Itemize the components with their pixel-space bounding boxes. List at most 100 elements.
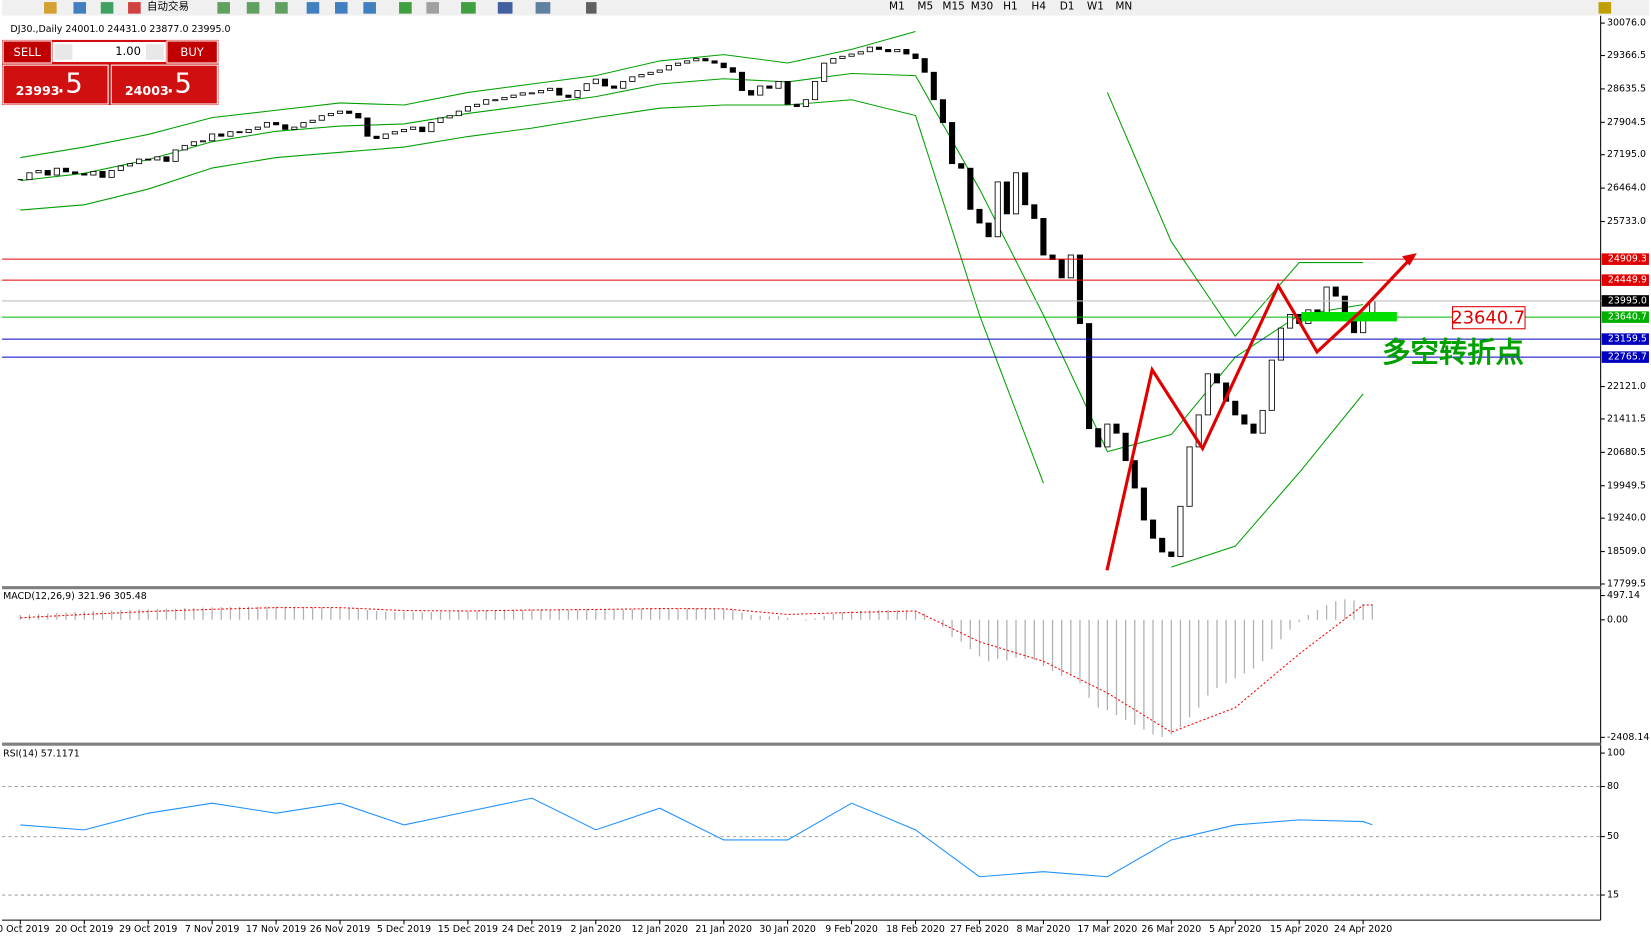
- candle: [775, 80, 782, 89]
- icon[interactable]: [334, 2, 348, 14]
- candle: [857, 51, 864, 55]
- sell-price[interactable]: 23993: [16, 83, 60, 98]
- icon[interactable]: [306, 2, 320, 14]
- icon[interactable]: [1598, 2, 1612, 14]
- timeframe[interactable]: M1: [889, 0, 905, 12]
- candle: [629, 76, 636, 82]
- chart-bg: [2, 15, 1649, 939]
- candle: [601, 78, 608, 87]
- buy-label[interactable]: BUY: [180, 45, 204, 59]
- timeframe[interactable]: MN: [1115, 0, 1132, 12]
- lot-input[interactable]: [52, 42, 166, 62]
- icon[interactable]: [586, 2, 597, 14]
- x-tick-label: 24 Dec 2019: [502, 924, 562, 935]
- buy-price-frac[interactable]: .5: [166, 69, 192, 100]
- y-tick-label: 19949.5: [1607, 480, 1646, 491]
- icon[interactable]: [399, 2, 412, 14]
- timeframe[interactable]: M5: [917, 0, 933, 12]
- icon[interactable]: [246, 2, 260, 14]
- candle: [738, 71, 746, 91]
- candle: [528, 92, 535, 95]
- icon[interactable]: [461, 2, 476, 14]
- candle: [1213, 373, 1221, 384]
- timeframe[interactable]: M30: [971, 0, 993, 12]
- sell-label[interactable]: SELL: [13, 45, 41, 59]
- level-label: 22765.7: [1608, 352, 1647, 363]
- toolbar: 自动交易 M1 M5 M15 M30 H1 H4 D1 W1 MN: [2, 0, 1649, 16]
- candle: [1268, 359, 1275, 411]
- candle: [556, 87, 563, 96]
- x-tick-label: 26 Mar 2020: [1141, 924, 1201, 935]
- buy-price[interactable]: 24003: [125, 83, 169, 98]
- candle: [273, 122, 280, 126]
- candle: [136, 158, 143, 165]
- icon[interactable]: [217, 2, 230, 14]
- candle: [410, 126, 417, 130]
- y-tick-label: 19240.0: [1607, 513, 1646, 524]
- candle: [985, 222, 992, 238]
- y-tick-label: 0.00: [1607, 614, 1628, 625]
- icon[interactable]: [73, 2, 87, 14]
- icon[interactable]: [44, 2, 57, 14]
- candle: [1232, 400, 1239, 416]
- candle: [300, 122, 307, 128]
- candle: [1022, 172, 1029, 206]
- timeframe[interactable]: W1: [1087, 0, 1104, 12]
- timeframe[interactable]: H1: [1003, 0, 1018, 12]
- candle: [903, 49, 910, 55]
- icon[interactable]: [535, 2, 551, 14]
- candle: [674, 62, 682, 66]
- candle: [1113, 423, 1120, 434]
- lot-value[interactable]: 1.00: [115, 44, 141, 58]
- wave-arrow: [1105, 255, 1414, 571]
- candle: [1159, 537, 1166, 553]
- x-tick-label: 10 Oct 2019: [0, 924, 49, 935]
- y-tick-label: 26464.0: [1607, 183, 1646, 194]
- candle: [1122, 432, 1129, 462]
- x-tick-label: 26 Nov 2019: [310, 924, 370, 935]
- annotation-price: 23640.7: [1451, 307, 1525, 328]
- macd-title: MACD(12,26,9) 321.96 305.48: [3, 591, 147, 602]
- timeframe[interactable]: H4: [1031, 0, 1046, 12]
- timeframe[interactable]: D1: [1060, 0, 1075, 12]
- candle: [1149, 519, 1157, 539]
- candle: [1287, 313, 1294, 329]
- panel-separator: [2, 742, 1601, 746]
- candle: [547, 87, 554, 91]
- lot-up[interactable]: [145, 44, 164, 60]
- y-tick-label: 27904.5: [1607, 117, 1646, 128]
- candle: [391, 131, 398, 135]
- level-box: [1601, 333, 1649, 345]
- x-tick-label: 29 Oct 2019: [119, 924, 177, 935]
- timeframe[interactable]: M15: [942, 0, 964, 12]
- candle: [464, 106, 471, 112]
- candle: [346, 110, 353, 114]
- candle: [1095, 428, 1102, 448]
- sell-price-box[interactable]: [2, 64, 109, 105]
- candle: [1204, 373, 1211, 416]
- icon[interactable]: [275, 2, 288, 14]
- candle: [656, 69, 663, 73]
- buy-price-box[interactable]: [110, 64, 218, 105]
- icon[interactable]: [100, 2, 114, 14]
- candle: [866, 46, 873, 53]
- x-tick-label: 17 Mar 2020: [1077, 924, 1137, 935]
- candle: [693, 58, 700, 62]
- candle: [446, 115, 453, 119]
- candle: [1131, 460, 1138, 489]
- buy-button[interactable]: [166, 40, 218, 64]
- icon[interactable]: [497, 2, 513, 14]
- auto-trade[interactable]: 自动交易: [147, 0, 189, 12]
- auto-trade-icon[interactable]: [128, 2, 141, 14]
- candle: [720, 62, 727, 69]
- x-tick-label: 21 Jan 2020: [695, 924, 752, 935]
- sell-button[interactable]: [2, 40, 52, 64]
- x-tick-label: 24 Apr 2020: [1334, 924, 1392, 935]
- x-tick-label: 5 Dec 2019: [377, 924, 431, 935]
- icon[interactable]: [426, 2, 439, 14]
- x-tick-label: 30 Jan 2020: [759, 924, 816, 935]
- icon[interactable]: [363, 2, 376, 14]
- sell-price-frac[interactable]: .5: [57, 69, 83, 100]
- candle: [665, 64, 672, 71]
- lot-down[interactable]: [54, 44, 73, 60]
